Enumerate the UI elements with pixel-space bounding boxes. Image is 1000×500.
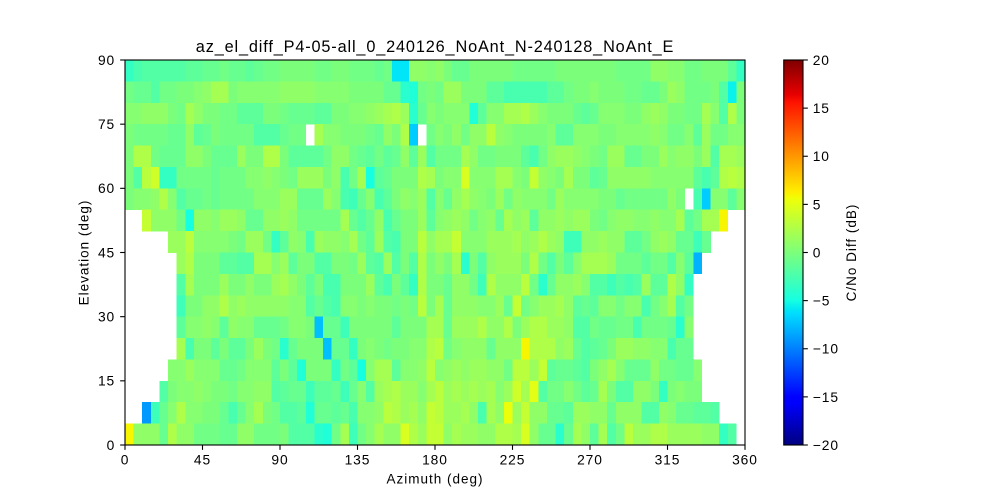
svg-text:0: 0 <box>813 245 822 260</box>
svg-text:60: 60 <box>98 181 115 196</box>
svg-text:C/No Diff (dB): C/No Diff (dB) <box>844 204 859 302</box>
svg-text:0: 0 <box>121 452 130 467</box>
svg-text:45: 45 <box>98 245 115 260</box>
svg-text:90: 90 <box>271 452 288 467</box>
svg-text:10: 10 <box>813 149 830 164</box>
svg-text:180: 180 <box>422 452 448 467</box>
svg-text:135: 135 <box>345 452 371 467</box>
svg-text:15: 15 <box>813 101 830 116</box>
svg-text:30: 30 <box>98 310 115 325</box>
svg-text:45: 45 <box>194 452 211 467</box>
svg-text:−5: −5 <box>813 294 831 309</box>
svg-text:az_el_diff_P4-05-all_0_240126_: az_el_diff_P4-05-all_0_240126_NoAnt_N-24… <box>196 38 674 56</box>
svg-text:75: 75 <box>98 117 115 132</box>
svg-text:315: 315 <box>655 452 681 467</box>
svg-text:−20: −20 <box>813 438 839 453</box>
svg-text:15: 15 <box>98 374 115 389</box>
svg-text:Elevation (deg): Elevation (deg) <box>77 200 92 306</box>
svg-text:90: 90 <box>98 53 115 68</box>
svg-text:5: 5 <box>813 197 822 212</box>
svg-text:−10: −10 <box>813 342 839 357</box>
svg-text:−15: −15 <box>813 390 839 405</box>
svg-text:0: 0 <box>107 438 116 453</box>
svg-text:20: 20 <box>813 53 830 68</box>
svg-text:360: 360 <box>732 452 758 467</box>
svg-text:Azimuth (deg): Azimuth (deg) <box>386 472 483 487</box>
svg-text:225: 225 <box>500 452 526 467</box>
svg-text:270: 270 <box>577 452 603 467</box>
